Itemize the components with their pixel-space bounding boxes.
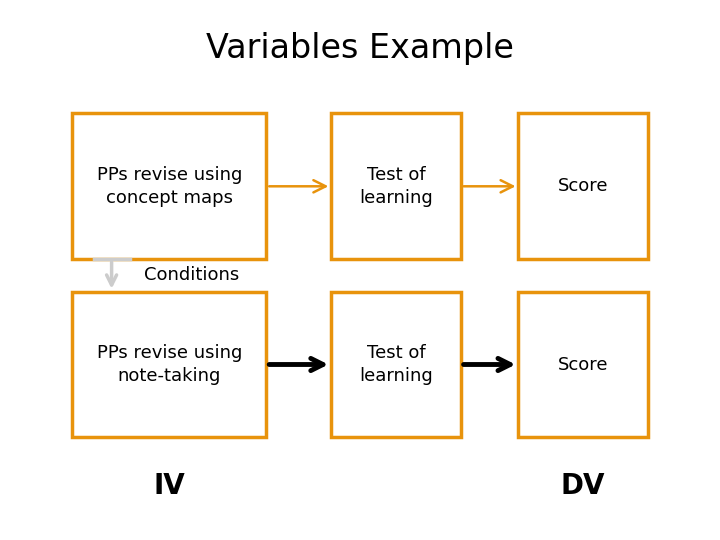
Text: DV: DV [561, 472, 606, 500]
Text: Score: Score [558, 355, 608, 374]
Text: Test of
learning: Test of learning [359, 165, 433, 207]
Bar [518, 113, 648, 259]
Bar [331, 113, 461, 259]
Text: Score: Score [558, 177, 608, 195]
Text: PPs revise using
note-taking: PPs revise using note-taking [96, 343, 242, 386]
Bar [518, 292, 648, 437]
Text: PPs revise using
concept maps: PPs revise using concept maps [96, 165, 242, 207]
Text: Variables Example: Variables Example [206, 32, 514, 65]
Bar [72, 113, 266, 259]
Bar [72, 292, 266, 437]
Bar [331, 292, 461, 437]
Text: Conditions: Conditions [144, 266, 239, 285]
Text: Test of
learning: Test of learning [359, 343, 433, 386]
Text: IV: IV [153, 472, 185, 500]
